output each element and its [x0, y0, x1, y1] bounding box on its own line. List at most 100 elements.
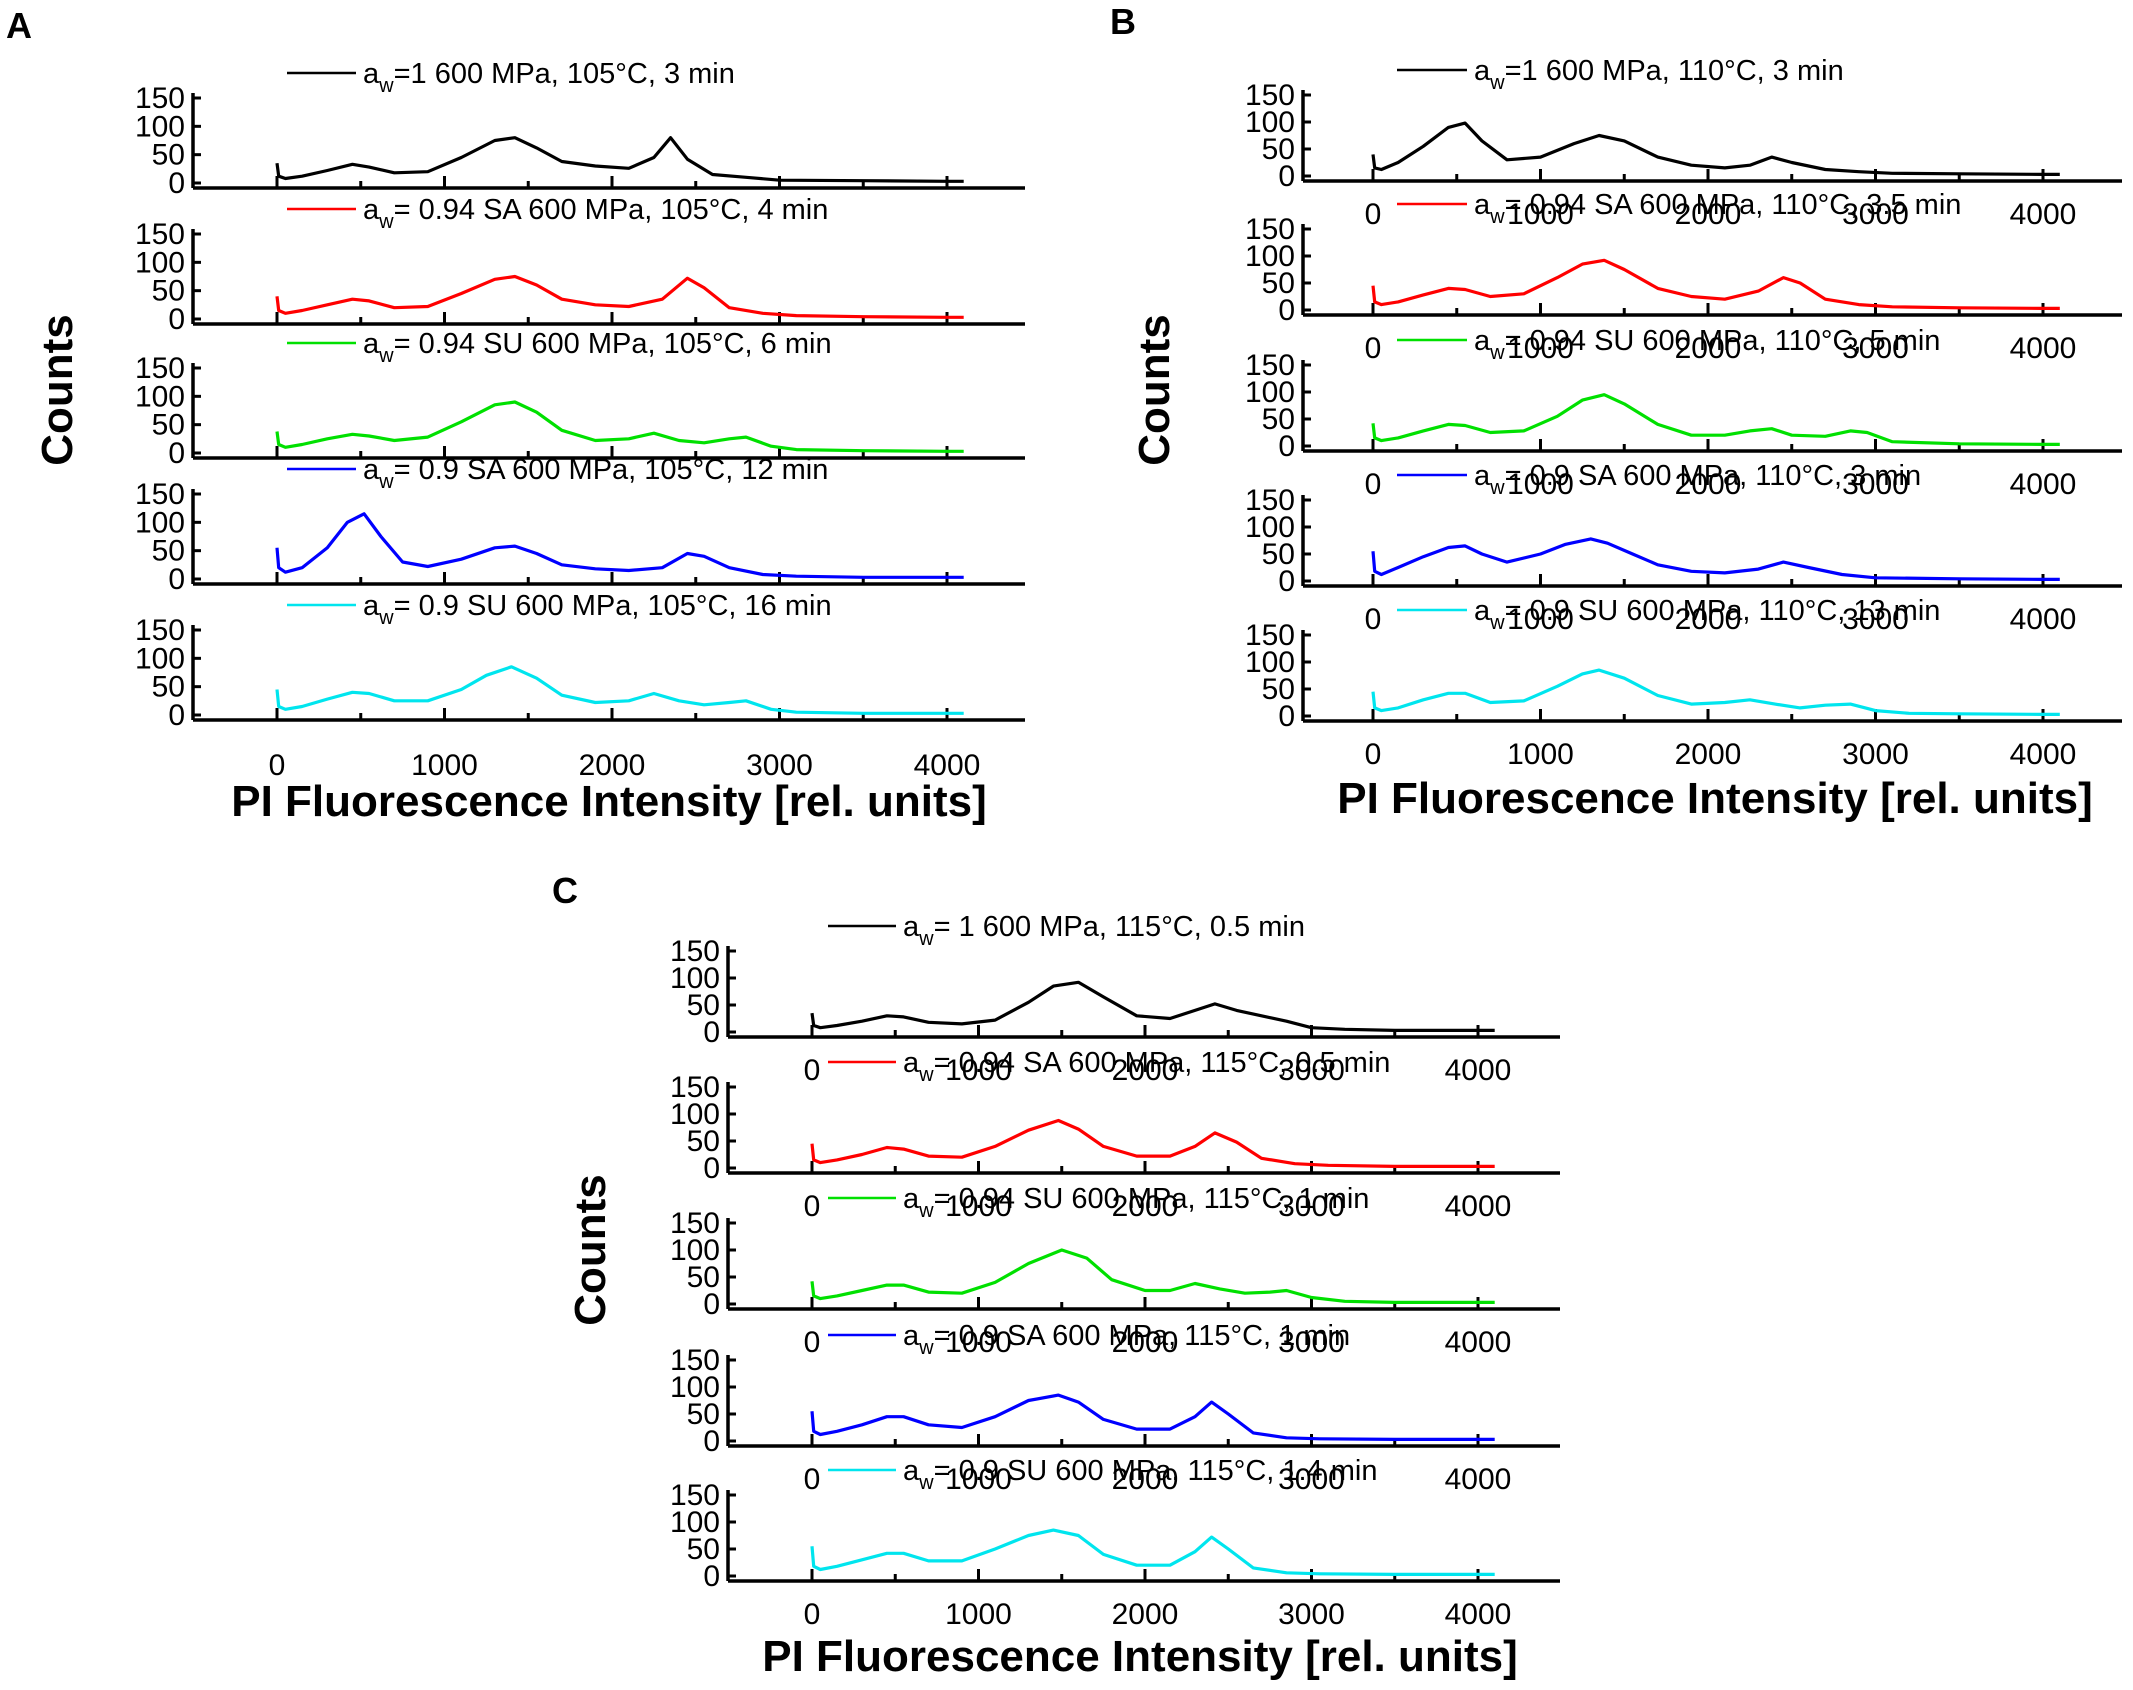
x-tick-label: 4000	[1445, 1598, 1512, 1631]
x-tick-label: 3000	[1278, 1054, 1345, 1087]
panel-label-b: B	[1110, 1, 1136, 42]
series-line	[275, 274, 964, 319]
series-line	[1371, 121, 2060, 176]
legend-label: aw= 0.9 SA 600 MPa, 110°C, 3 min	[1474, 460, 1921, 499]
x-tick-label: 0	[1365, 468, 1382, 501]
legend-label: aw=1 600 MPa, 105°C, 3 min	[363, 58, 735, 97]
x-tick-label: 0	[804, 1326, 821, 1359]
x-tick-label: 2000	[1675, 198, 1742, 231]
y-tick-label: 0	[703, 1016, 720, 1049]
x-tick-label: 0	[1365, 738, 1382, 771]
y-tick-label: 50	[687, 1533, 720, 1566]
series-line	[810, 1393, 1495, 1441]
x-tick-label: 0	[804, 1054, 821, 1087]
y-tick-label: 100	[670, 1234, 720, 1267]
panel-b-x-axis-title: PI Fluorescence Intensity [rel. units]	[1337, 774, 2093, 823]
y-tick-label: 0	[168, 437, 185, 470]
x-tick-label: 4000	[1445, 1054, 1512, 1087]
y-tick-label: 0	[703, 1288, 720, 1321]
y-tick-label: 150	[135, 352, 185, 385]
x-tick-label: 1000	[411, 749, 478, 782]
y-tick-label: 150	[670, 1479, 720, 1512]
y-tick-label: 100	[1245, 646, 1295, 679]
y-tick-label: 0	[168, 699, 185, 732]
x-tick-label: 4000	[1445, 1326, 1512, 1359]
x-tick-label: 4000	[2010, 332, 2077, 365]
panel-a-x-axis-title: PI Fluorescence Intensity [rel. units]	[231, 777, 987, 826]
y-tick-label: 100	[670, 962, 720, 995]
y-tick-label: 100	[670, 1098, 720, 1131]
y-tick-label: 150	[1245, 213, 1295, 246]
y-tick-label: 100	[670, 1506, 720, 1539]
y-tick-label: 50	[152, 671, 185, 704]
series-line	[1371, 258, 2060, 310]
y-tick-label: 50	[152, 275, 185, 308]
y-tick-label: 50	[1262, 673, 1295, 706]
y-tick-label: 100	[135, 506, 185, 539]
y-tick-label: 50	[687, 1125, 720, 1158]
y-tick-label: 0	[168, 563, 185, 596]
x-tick-label: 2000	[1112, 1054, 1179, 1087]
series-line	[1371, 668, 2060, 716]
y-tick-label: 100	[135, 642, 185, 675]
y-tick-label: 100	[135, 110, 185, 143]
panel-c-x-axis-title: PI Fluorescence Intensity [rel. units]	[762, 1632, 1518, 1681]
y-tick-label: 150	[670, 1071, 720, 1104]
series-line	[810, 1528, 1495, 1576]
y-tick-label: 50	[1262, 267, 1295, 300]
x-tick-label: 1000	[945, 1598, 1012, 1631]
x-tick-label: 2000	[579, 749, 646, 782]
x-tick-label: 3000	[1842, 332, 1909, 365]
y-tick-label: 150	[1245, 349, 1295, 382]
x-tick-label: 0	[804, 1598, 821, 1631]
legend-label: aw= 0.94 SA 600 MPa, 105°C, 4 min	[363, 194, 828, 233]
x-tick-label: 4000	[2010, 468, 2077, 501]
x-tick-label: 4000	[914, 749, 981, 782]
x-tick-label: 0	[804, 1463, 821, 1496]
y-tick-label: 50	[152, 535, 185, 568]
y-tick-label: 100	[1245, 376, 1295, 409]
series-line	[810, 1118, 1495, 1168]
x-tick-label: 0	[269, 749, 286, 782]
panel-label-a: A	[6, 5, 32, 46]
legend-label: aw= 0.94 SU 600 MPa, 105°C, 6 min	[363, 328, 832, 367]
legend-label: aw= 0.9 SU 600 MPa, 110°C, 13 min	[1474, 595, 1940, 634]
x-tick-label: 3000	[1842, 468, 1909, 501]
series-line	[1371, 393, 2060, 446]
y-tick-label: 50	[687, 1261, 720, 1294]
x-tick-label: 1000	[945, 1463, 1012, 1496]
series-line	[810, 980, 1495, 1032]
x-tick-label: 4000	[1445, 1190, 1512, 1223]
y-tick-label: 0	[703, 1425, 720, 1458]
legend-label: aw=1 600 MPa, 110°C, 3 min	[1474, 55, 1844, 94]
x-tick-label: 0	[1365, 198, 1382, 231]
y-tick-label: 100	[1245, 240, 1295, 273]
legend-label: aw= 1 600 MPa, 115°C, 0.5 min	[903, 911, 1305, 950]
y-tick-label: 100	[1245, 106, 1295, 139]
y-tick-label: 0	[703, 1560, 720, 1593]
x-tick-label: 0	[1365, 603, 1382, 636]
y-tick-label: 50	[1262, 133, 1295, 166]
legend-label: aw= 0.9 SA 600 MPa, 115°C, 1 min	[903, 1320, 1350, 1359]
y-tick-label: 150	[135, 478, 185, 511]
x-tick-label: 3000	[746, 749, 813, 782]
panel-a-y-axis-title: Counts	[33, 314, 82, 466]
x-tick-label: 4000	[2010, 198, 2077, 231]
y-tick-label: 150	[135, 82, 185, 115]
y-tick-label: 100	[670, 1371, 720, 1404]
y-tick-label: 0	[1278, 430, 1295, 463]
x-tick-label: 1000	[1507, 332, 1574, 365]
legend-label: aw= 0.94 SA 600 MPa, 110°C, 3.5 min	[1474, 189, 1961, 228]
x-tick-label: 3000	[1278, 1598, 1345, 1631]
x-tick-label: 2000	[1675, 332, 1742, 365]
